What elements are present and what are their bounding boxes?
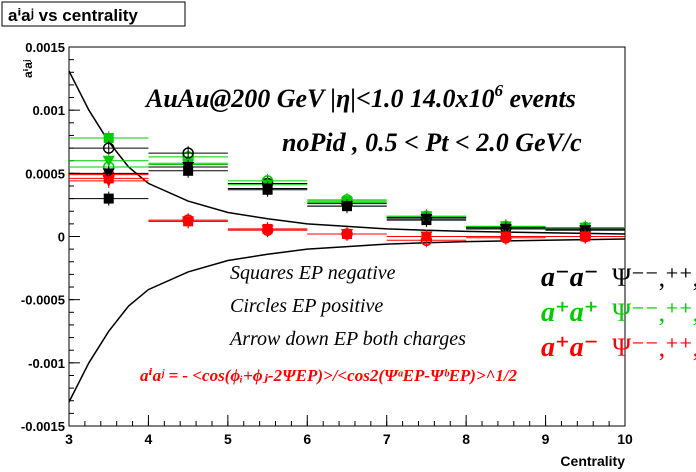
point-triangle-down — [102, 175, 115, 187]
x-tick-label: 3 — [65, 431, 73, 447]
axis-ticks: 3 4 5 6 7 8 9 10 -0.0015 -0.001 -0.0005 0 0.0005 0.00… — [21, 40, 633, 447]
x-tick-label: 8 — [462, 431, 470, 447]
point-square — [103, 132, 114, 143]
point-triangle-down — [182, 216, 195, 228]
y-tick-label: -0.0005 — [21, 293, 65, 308]
legend: a⁻a⁻ Ψ⁻⁻,⁺⁺,⁺- a⁺a⁺ Ψ⁻⁻,⁺⁺,⁺- a⁺a⁻ Ψ⁻⁻,⁺… — [541, 262, 696, 363]
note-circles: Circles EP positive — [230, 295, 383, 317]
x-tick-label: 4 — [145, 431, 153, 447]
point-triangle-down — [261, 225, 274, 237]
legend-psi-plus-minus: Ψ⁻⁻,⁺⁺,⁺- — [612, 333, 696, 362]
point-triangle-down — [102, 168, 115, 180]
legend-psi-plus-plus: Ψ⁻⁻,⁺⁺,⁺- — [612, 298, 696, 327]
point-triangle-down — [341, 228, 353, 240]
y-axis-label: aⁱaʲ — [21, 60, 35, 78]
y-tick-label: -0.001 — [28, 356, 65, 371]
point-triangle-down — [579, 231, 592, 243]
point-triangle-down — [499, 231, 512, 243]
chart-title: aⁱaʲ vs centrality — [8, 6, 138, 25]
curve-line — [68, 238, 626, 403]
y-tick-label: 0 — [58, 230, 65, 245]
formula-annotation: aⁱaʲ = - <cos(ϕᵢ+ϕⱼ-2ΨEP)>/<cos2(ΨᵃEP-Ψᵇ… — [140, 366, 518, 385]
x-tick-label: 10 — [617, 431, 633, 447]
legend-label-minus-minus: a⁻a⁻ — [541, 262, 599, 293]
point-triangle-down — [341, 201, 353, 213]
header-line-1: AuAu@200 GeV |η|<1.0 14.0x106 events — [144, 81, 576, 113]
y-tick-label: 0.0005 — [25, 166, 65, 181]
point-triangle-down — [420, 231, 433, 243]
point-triangle-down — [261, 183, 274, 195]
legend-psi-minus-minus: Ψ⁻⁻,⁺⁺,⁺- — [612, 263, 696, 292]
y-tick-label: 0.001 — [32, 103, 65, 118]
chart-title-box: aⁱaʲ vs centrality — [1, 1, 186, 27]
point-circle — [102, 142, 115, 154]
x-tick-label: 5 — [224, 431, 232, 447]
curve-line — [68, 70, 626, 235]
header-line-2: noPid , 0.5 < Pt < 2.0 GeV/c — [282, 128, 582, 157]
point-triangle-down — [499, 223, 512, 235]
x-tick-label: 7 — [383, 431, 391, 447]
legend-label-plus-plus: a⁺a⁺ — [541, 297, 599, 328]
y-tick-label: 0.0015 — [25, 40, 65, 55]
note-arrow-down: Arrow down EP both charges — [228, 328, 466, 350]
x-tick-label: 6 — [303, 431, 311, 447]
point-triangle-down — [420, 213, 433, 225]
note-squares: Squares EP negative — [230, 262, 396, 284]
curves — [68, 70, 626, 403]
x-axis-label: Centrality — [560, 453, 625, 469]
point-triangle-down — [182, 162, 195, 174]
y-tick-label: -0.0015 — [21, 419, 65, 434]
point-triangle-down — [102, 155, 115, 167]
point-square — [103, 193, 114, 204]
data-points — [69, 130, 625, 248]
x-tick-label: 9 — [542, 431, 550, 447]
legend-label-plus-minus: a⁺a⁻ — [541, 332, 599, 363]
